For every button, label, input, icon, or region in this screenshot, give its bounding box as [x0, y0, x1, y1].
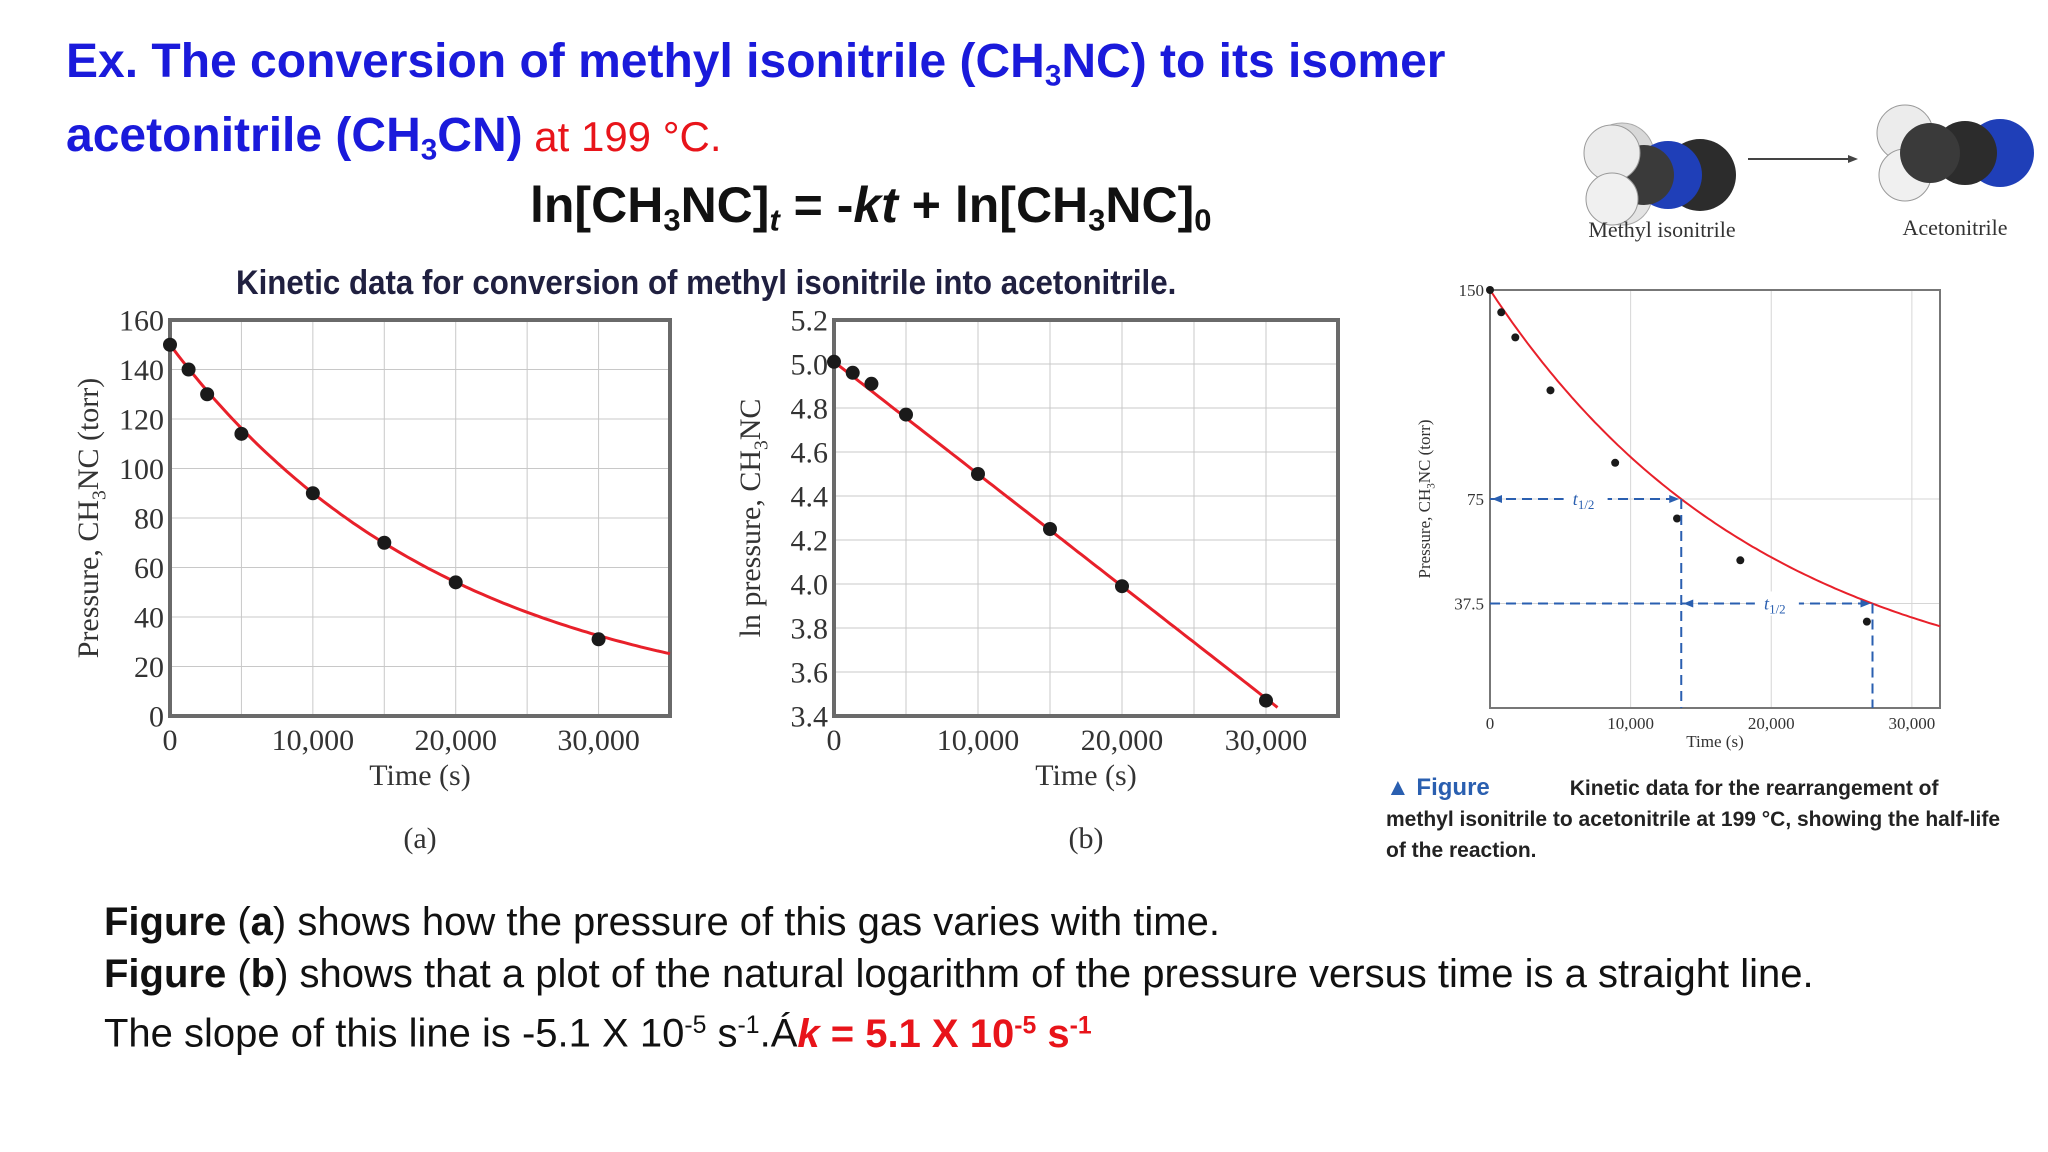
acetonitrile-label: Acetonitrile — [1902, 215, 2007, 240]
data-point — [827, 354, 841, 369]
caption-figure-word: ▲ Figure — [1386, 774, 1490, 801]
data-point — [971, 467, 985, 481]
data-point — [1486, 286, 1494, 294]
fit-curve — [168, 343, 671, 656]
data-point — [305, 486, 320, 501]
y-tick-label: 80 — [134, 503, 164, 536]
y-tick-label: 75 — [1467, 490, 1484, 509]
x-tick-label: 20,000 — [1081, 724, 1164, 757]
y-tick-label: 140 — [119, 354, 164, 387]
y-tick-label: 120 — [119, 404, 164, 437]
reaction-arrow — [1748, 155, 1858, 163]
x-tick-label: 0 — [163, 724, 178, 757]
caption-text: Kinetic data for the rearrangement of me… — [1386, 777, 2001, 862]
data-point — [234, 426, 249, 441]
y-tick-label: 3.6 — [791, 657, 829, 690]
data-point — [845, 365, 860, 380]
y-tick-label: 20 — [134, 651, 164, 684]
x-axis-label: Time (s) — [1686, 732, 1743, 751]
x-tick-label: 20,000 — [1748, 714, 1795, 733]
y-tick-label: 4.4 — [791, 481, 829, 514]
y-tick-label: 160 — [119, 305, 164, 338]
data-point — [448, 575, 463, 590]
y-tick-label: 4.8 — [791, 393, 829, 426]
y-tick-label: 100 — [119, 453, 164, 486]
y-tick-label: 5.2 — [791, 305, 829, 338]
x-tick-label: 30,000 — [1889, 714, 1936, 733]
data-point — [1115, 579, 1129, 594]
data-point — [591, 632, 606, 647]
y-axis-label: Pressure, CH3NC (torr) — [72, 378, 111, 659]
y-axis-label: ln pressure, CH3NC — [734, 399, 773, 638]
data-point — [1043, 522, 1057, 536]
title-line-1: Ex. The conversion of methyl isonitrile … — [66, 35, 1446, 93]
y-tick-label: 4.6 — [791, 437, 829, 470]
x-tick-label: 10,000 — [1607, 714, 1654, 733]
data-point — [1611, 458, 1620, 467]
panel-label: (a) — [403, 822, 436, 855]
x-tick-label: 30,000 — [557, 724, 640, 757]
data-point — [200, 387, 215, 402]
chart-title: Kinetic data for conversion of methyl is… — [236, 264, 1177, 302]
data-point — [864, 376, 879, 391]
plot-frame — [832, 318, 1340, 718]
x-tick-label: 20,000 — [414, 724, 497, 757]
half-life-arrow-right — [1669, 495, 1680, 503]
acetonitrile-molecule — [1876, 104, 2034, 202]
molecule-illustration: Methyl isonitrile Acetonitrile — [1583, 104, 2034, 242]
data-point — [1511, 333, 1520, 342]
chart-a-pressure-vs-time: 0 10,000 20,000 30,000 0 20 40 60 80 100 120 140 160… — [72, 305, 672, 855]
bottom-line-2: Figure (b) shows that a plot of the natu… — [104, 952, 1814, 996]
figure-caption: ▲ Figure Kinetic data for the rearrangeme… — [1386, 772, 2006, 866]
half-life-label: t1/2 — [1764, 594, 1786, 617]
half-life-label: t1/2 — [1573, 489, 1595, 512]
plot-frame — [168, 318, 672, 718]
y-tick-label: 3.8 — [791, 613, 829, 646]
fit-curve — [1489, 289, 1941, 628]
y-axis-label: Pressure, CH3NC (torr) — [1415, 420, 1437, 579]
half-life-arrow-right — [1860, 599, 1871, 608]
data-point — [377, 535, 392, 550]
data-point — [1497, 308, 1506, 317]
y-tick-label: 37.5 — [1454, 594, 1484, 613]
y-tick-label: 3.4 — [791, 701, 829, 734]
panel-label: (b) — [1069, 822, 1104, 855]
x-tick-label: 0 — [1486, 714, 1495, 733]
data-point — [1259, 693, 1273, 708]
data-point — [1862, 617, 1871, 626]
chart-c-half-life: 0 10,000 20,000 30,000 37.5 75 150 Time (s) Pres… — [1415, 281, 1941, 751]
half-life-label-bg — [1563, 487, 1608, 511]
half-life-arrow-left — [1683, 599, 1694, 608]
y-tick-label: 150 — [1459, 281, 1485, 300]
data-point — [1673, 514, 1682, 523]
data-point — [181, 362, 196, 377]
x-axis-label: Time (s) — [1035, 759, 1136, 792]
y-tick-label: 40 — [134, 602, 164, 635]
bottom-line-1: Figure (a) shows how the pressure of thi… — [104, 900, 1220, 944]
y-tick-label: 4.0 — [791, 569, 829, 602]
bottom-line-3: The slope of this line is -5.1 X 10-5 s-… — [104, 1011, 1092, 1056]
x-tick-label: 10,000 — [937, 724, 1020, 757]
data-point — [1546, 386, 1555, 395]
methyl-isonitrile-molecule — [1583, 122, 1736, 226]
y-tick-label: 60 — [134, 552, 164, 585]
x-axis-label: Time (s) — [369, 759, 470, 792]
y-tick-label: 0 — [149, 701, 164, 734]
data-point — [1736, 556, 1745, 565]
data-point — [163, 337, 177, 352]
rate-equation: ln[CH3NC]t = -kt + ln[CH3NC]0 — [530, 177, 1212, 238]
y-tick-label: 5.0 — [791, 349, 829, 382]
x-tick-label: 30,000 — [1225, 724, 1308, 757]
title-line-2: acetonitrile (CH3CN) at 199 °C. — [66, 109, 722, 167]
x-tick-label: 0 — [827, 724, 842, 757]
half-life-arrow-left — [1492, 495, 1502, 503]
half-life-label-bg — [1754, 591, 1799, 616]
chart-b-ln-pressure-vs-time: 0 10,000 20,000 30,000 3.4 3.6 3.8 4.0 4.2 4.4 4.6… — [734, 305, 1340, 855]
methyl-isonitrile-label: Methyl isonitrile — [1588, 217, 1735, 242]
x-tick-label: 10,000 — [272, 724, 355, 757]
data-point — [899, 407, 913, 422]
y-tick-label: 4.2 — [791, 525, 829, 558]
